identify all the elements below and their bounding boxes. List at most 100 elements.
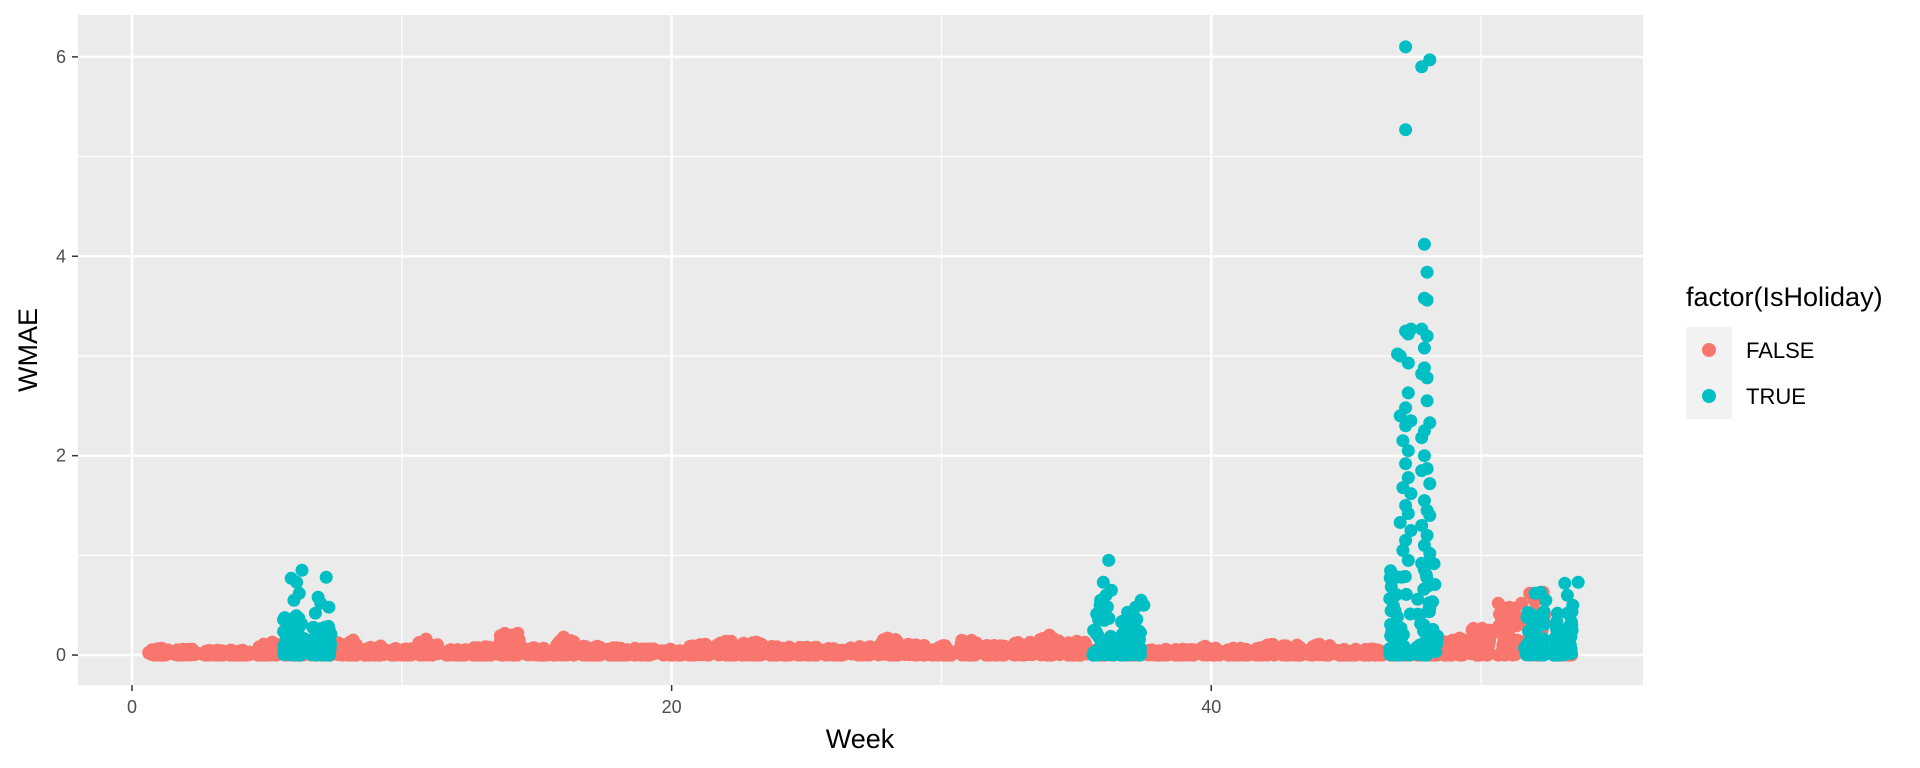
data-point <box>1417 624 1431 638</box>
data-point <box>1415 431 1429 445</box>
data-point <box>290 575 304 589</box>
data-point <box>1396 648 1410 662</box>
data-point <box>1401 386 1415 400</box>
x-tick-label: 0 <box>127 697 137 717</box>
data-point <box>936 639 950 653</box>
data-point <box>466 644 480 658</box>
data-point <box>1401 356 1415 370</box>
legend-title: factor(IsHoliday) <box>1686 282 1883 312</box>
data-point <box>364 648 378 662</box>
data-point <box>1410 640 1424 654</box>
data-point <box>1566 598 1580 612</box>
data-point <box>1102 553 1116 567</box>
legend: factor(IsHoliday) FALSE TRUE <box>1686 282 1883 419</box>
data-point <box>1415 556 1429 570</box>
data-point <box>1423 509 1437 522</box>
data-point <box>1453 631 1466 645</box>
data-point <box>1390 588 1403 602</box>
data-point <box>281 646 295 660</box>
data-point <box>1552 623 1566 637</box>
data-point <box>1415 519 1429 532</box>
data-point <box>240 646 254 660</box>
data-point <box>286 621 300 635</box>
data-point <box>1415 60 1429 74</box>
data-point <box>1302 646 1316 660</box>
data-point <box>1429 645 1443 659</box>
data-point <box>1383 648 1397 661</box>
data-point <box>1396 434 1410 448</box>
data-point <box>1420 528 1434 542</box>
data-point <box>1558 576 1572 590</box>
data-point <box>1395 570 1409 584</box>
data-point <box>659 647 672 661</box>
data-point <box>1093 640 1107 654</box>
data-point <box>522 646 535 660</box>
data-point <box>963 634 977 648</box>
y-tick-label: 0 <box>56 645 66 665</box>
data-point <box>819 648 833 662</box>
data-point <box>1404 487 1418 501</box>
legend-marker-true <box>1702 389 1716 403</box>
data-point <box>1417 494 1431 508</box>
data-point <box>1422 601 1436 615</box>
data-point <box>1521 636 1535 650</box>
data-point <box>1401 553 1415 567</box>
data-point <box>1493 621 1507 635</box>
data-point <box>1560 588 1574 602</box>
data-point <box>1137 598 1151 612</box>
data-point <box>1122 621 1136 635</box>
data-point <box>439 648 453 662</box>
data-point <box>496 648 510 662</box>
data-point <box>1102 611 1116 625</box>
data-point <box>1396 543 1410 557</box>
data-point <box>1417 449 1431 463</box>
data-point <box>1420 371 1434 385</box>
data-point <box>1173 646 1187 659</box>
data-point <box>1520 610 1534 624</box>
data-point <box>413 648 427 662</box>
data-point <box>1563 623 1577 637</box>
data-point <box>1130 612 1144 626</box>
data-point <box>1537 605 1551 618</box>
data-point <box>174 648 188 662</box>
data-point <box>1482 623 1496 637</box>
data-point <box>1042 628 1056 642</box>
data-point <box>870 647 884 661</box>
data-point <box>1396 628 1410 642</box>
data-point <box>1023 647 1037 661</box>
data-point <box>1474 648 1488 662</box>
data-point <box>1420 329 1434 343</box>
legend-label-false: FALSE <box>1746 338 1814 363</box>
data-point <box>1509 617 1523 631</box>
data-point <box>770 640 784 654</box>
data-point <box>279 633 293 647</box>
data-point <box>1399 419 1413 433</box>
data-point <box>450 648 464 662</box>
data-point <box>1492 648 1506 662</box>
data-point <box>698 645 712 659</box>
x-tick-label: 40 <box>1201 697 1221 717</box>
data-point <box>1078 635 1092 649</box>
y-tick-label: 4 <box>56 246 66 266</box>
data-point <box>304 646 318 660</box>
data-point <box>318 621 332 635</box>
data-point <box>295 563 309 577</box>
data-point <box>1393 516 1407 529</box>
data-point <box>1096 575 1110 589</box>
data-point <box>419 632 433 646</box>
data-point <box>277 613 290 627</box>
y-tick-label: 6 <box>56 47 66 67</box>
data-point <box>1399 40 1413 54</box>
data-point <box>1122 634 1136 648</box>
data-point <box>1420 265 1434 279</box>
data-point <box>801 642 815 656</box>
data-point <box>1008 637 1021 651</box>
data-point <box>304 636 317 650</box>
data-point <box>1104 629 1118 643</box>
data-point <box>603 642 617 656</box>
axis-ticks: 0 20 40 0 2 4 6 <box>56 47 1221 717</box>
data-point <box>1229 648 1243 662</box>
data-point <box>1415 464 1429 478</box>
data-point <box>1401 507 1415 520</box>
